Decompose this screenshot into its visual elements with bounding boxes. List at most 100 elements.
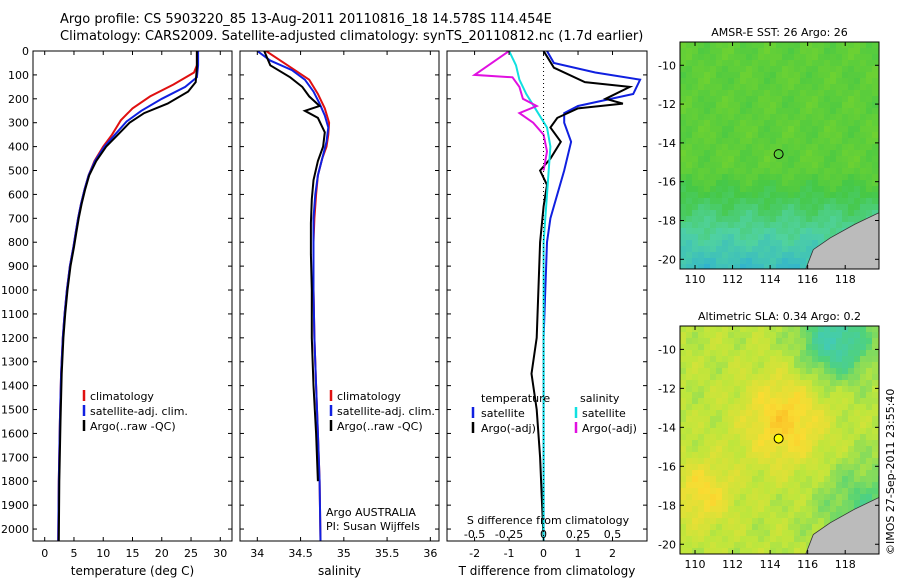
map-cell <box>740 96 747 103</box>
map-cell <box>842 368 849 375</box>
map-cell <box>770 138 777 145</box>
map-cell <box>848 156 855 163</box>
map-cell <box>716 150 723 157</box>
map-cell <box>788 48 795 55</box>
map-cell <box>752 476 759 483</box>
sla_map-field <box>680 326 879 554</box>
map-cell <box>764 204 771 211</box>
map-cell <box>710 150 717 157</box>
map-cell <box>740 198 747 205</box>
map-cell <box>698 362 705 369</box>
map-cell <box>686 410 693 417</box>
map-cell <box>704 398 711 405</box>
map-cell <box>806 344 813 351</box>
map-cell <box>872 198 879 205</box>
map-cell <box>764 434 771 441</box>
map-cell <box>770 114 777 121</box>
map-cell <box>704 374 711 381</box>
map-cell <box>764 356 771 363</box>
map-cell <box>704 440 711 447</box>
map-cell <box>800 198 807 205</box>
map-cell <box>728 174 735 181</box>
map-cell <box>800 120 807 127</box>
map-cell <box>800 446 807 453</box>
map-cell <box>740 78 747 85</box>
map-cell <box>866 174 873 181</box>
map-cell <box>722 246 729 253</box>
map-cell <box>704 84 711 91</box>
map-cell <box>704 246 711 253</box>
map-cell <box>692 96 699 103</box>
map-cell <box>716 326 723 333</box>
map-cell <box>716 518 723 525</box>
map-cell <box>716 470 723 477</box>
map-cell <box>758 416 765 423</box>
map-cell <box>746 524 753 531</box>
map-cell <box>818 476 825 483</box>
map-cell <box>842 144 849 151</box>
map-cell <box>704 102 711 109</box>
map-cell <box>788 66 795 73</box>
map-cell <box>758 374 765 381</box>
map-cell <box>758 440 765 447</box>
map-cell <box>800 54 807 61</box>
map-cell <box>818 410 825 417</box>
map-cell <box>722 144 729 151</box>
difference-x-tick-label: 2 <box>609 547 616 560</box>
map-cell <box>866 344 873 351</box>
map-cell <box>818 482 825 489</box>
map-cell <box>776 494 783 501</box>
map-cell <box>854 326 861 333</box>
map-cell <box>806 42 813 49</box>
map-cell <box>860 210 867 217</box>
map-cell <box>812 362 819 369</box>
map-cell <box>836 404 843 411</box>
map-cell <box>716 156 723 163</box>
map-cell <box>794 72 801 79</box>
map-cell <box>866 410 873 417</box>
map-cell <box>764 210 771 217</box>
map-cell <box>794 368 801 375</box>
map-cell <box>746 500 753 507</box>
map-cell <box>710 344 717 351</box>
map-cell <box>794 530 801 537</box>
map-cell <box>866 422 873 429</box>
map-cell <box>794 398 801 405</box>
map-cell <box>704 362 711 369</box>
sla_map-y-tick-label: -16 <box>658 460 676 473</box>
map-cell <box>764 380 771 387</box>
map-cell <box>836 428 843 435</box>
map-cell <box>848 144 855 151</box>
map-cell <box>704 222 711 229</box>
map-cell <box>722 452 729 459</box>
map-cell <box>800 524 807 531</box>
map-cell <box>782 452 789 459</box>
map-cell <box>854 398 861 405</box>
map-cell <box>848 368 855 375</box>
map-cell <box>770 374 777 381</box>
map-cell <box>860 126 867 133</box>
map-cell <box>866 48 873 55</box>
map-cell <box>788 198 795 205</box>
map-cell <box>710 404 717 411</box>
map-cell <box>734 452 741 459</box>
map-cell <box>806 536 813 543</box>
map-cell <box>830 500 837 507</box>
map-cell <box>830 482 837 489</box>
map-cell <box>854 72 861 79</box>
map-cell <box>770 338 777 345</box>
map-cell <box>824 488 831 495</box>
map-cell <box>824 374 831 381</box>
map-cell <box>782 156 789 163</box>
map-cell <box>794 392 801 399</box>
map-cell <box>698 482 705 489</box>
map-cell <box>860 114 867 121</box>
map-cell <box>854 500 861 507</box>
map-cell <box>860 180 867 187</box>
map-cell <box>728 228 735 235</box>
map-cell <box>800 222 807 229</box>
sst_map-y-tick-label: -20 <box>658 253 676 266</box>
map-cell <box>698 512 705 519</box>
map-cell <box>830 458 837 465</box>
map-cell <box>872 138 879 145</box>
